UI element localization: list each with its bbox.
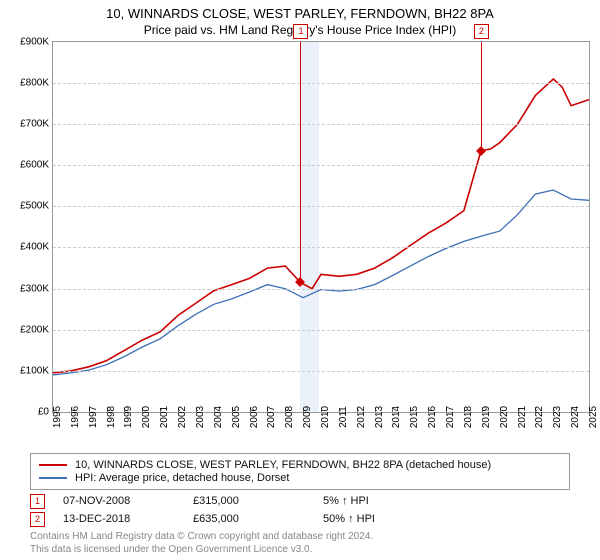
marker-date: 13-DEC-2018 [63, 513, 193, 525]
x-tick-label: 2012 [356, 406, 367, 428]
x-tick-label: 1995 [52, 406, 63, 428]
legend-item-property: 10, WINNARDS CLOSE, WEST PARLEY, FERNDOW… [39, 459, 561, 471]
y-tick-label: £200K [20, 324, 53, 335]
x-tick-label: 2004 [213, 406, 224, 428]
x-tick-label: 2018 [463, 406, 474, 428]
x-tick-label: 2009 [302, 406, 313, 428]
x-tick-label: 2002 [177, 406, 188, 428]
marker-delta: 50% ↑ HPI [323, 513, 453, 525]
marker-date: 07-NOV-2008 [63, 495, 193, 507]
marker-row-1: 1 07-NOV-2008 £315,000 5% ↑ HPI [30, 494, 570, 509]
marker-flag: 2 [474, 24, 489, 39]
marker-delta: 5% ↑ HPI [323, 495, 453, 507]
x-tick-label: 2010 [320, 406, 331, 428]
legend-swatch [39, 464, 67, 466]
marker-row-2: 2 13-DEC-2018 £635,000 50% ↑ HPI [30, 512, 570, 527]
x-tick-label: 2011 [338, 406, 349, 428]
x-tick-label: 2013 [374, 406, 385, 428]
y-tick-label: £700K [20, 119, 53, 130]
x-tick-label: 2000 [141, 406, 152, 428]
x-tick-label: 2019 [481, 406, 492, 428]
y-tick-label: £0 [38, 406, 53, 417]
legend-item-hpi: HPI: Average price, detached house, Dors… [39, 472, 561, 484]
y-tick-label: £800K [20, 78, 53, 89]
x-tick-label: 2005 [231, 406, 242, 428]
x-tick-label: 2006 [249, 406, 260, 428]
legend: 10, WINNARDS CLOSE, WEST PARLEY, FERNDOW… [30, 453, 570, 490]
chart-lines [53, 42, 589, 412]
marker-price: £635,000 [193, 513, 323, 525]
y-tick-label: £500K [20, 201, 53, 212]
x-tick-label: 2015 [409, 406, 420, 428]
x-tick-label: 2022 [534, 406, 545, 428]
x-tick-label: 2025 [588, 406, 599, 428]
x-tick-label: 2014 [391, 406, 402, 428]
x-tick-label: 2020 [499, 406, 510, 428]
marker-badge: 1 [30, 494, 45, 509]
legend-label: 10, WINNARDS CLOSE, WEST PARLEY, FERNDOW… [75, 459, 491, 471]
footnote-line: Contains HM Land Registry data © Crown c… [30, 530, 570, 543]
footnote-line: This data is licensed under the Open Gov… [30, 543, 570, 556]
chart-plot-area: £0£100K£200K£300K£400K£500K£600K£700K£80… [52, 41, 590, 413]
y-tick-label: £400K [20, 242, 53, 253]
x-tick-label: 2021 [517, 406, 528, 428]
x-tick-label: 2003 [195, 406, 206, 428]
x-tick-label: 2016 [427, 406, 438, 428]
x-tick-label: 1996 [70, 406, 81, 428]
chart-title: 10, WINNARDS CLOSE, WEST PARLEY, FERNDOW… [0, 0, 600, 23]
x-tick-label: 1999 [123, 406, 134, 428]
y-tick-label: £300K [20, 283, 53, 294]
x-tick-label: 2001 [159, 406, 170, 428]
x-tick-label: 2024 [570, 406, 581, 428]
x-tick-label: 2008 [284, 406, 295, 428]
marker-price: £315,000 [193, 495, 323, 507]
y-tick-label: £600K [20, 160, 53, 171]
marker-table: 1 07-NOV-2008 £315,000 5% ↑ HPI 2 13-DEC… [30, 494, 570, 527]
legend-label: HPI: Average price, detached house, Dors… [75, 472, 289, 484]
marker-badge: 2 [30, 512, 45, 527]
x-axis-labels: 1995199619971998199920002001200220032004… [52, 413, 590, 447]
legend-swatch [39, 477, 67, 479]
x-tick-label: 1997 [88, 406, 99, 428]
x-tick-label: 2023 [552, 406, 563, 428]
x-tick-label: 1998 [106, 406, 117, 428]
footnote: Contains HM Land Registry data © Crown c… [30, 530, 570, 556]
series-hpi [53, 190, 589, 375]
x-tick-label: 2007 [266, 406, 277, 428]
marker-flag: 1 [293, 24, 308, 39]
x-tick-label: 2017 [445, 406, 456, 428]
y-tick-label: £900K [20, 36, 53, 47]
y-tick-label: £100K [20, 365, 53, 376]
